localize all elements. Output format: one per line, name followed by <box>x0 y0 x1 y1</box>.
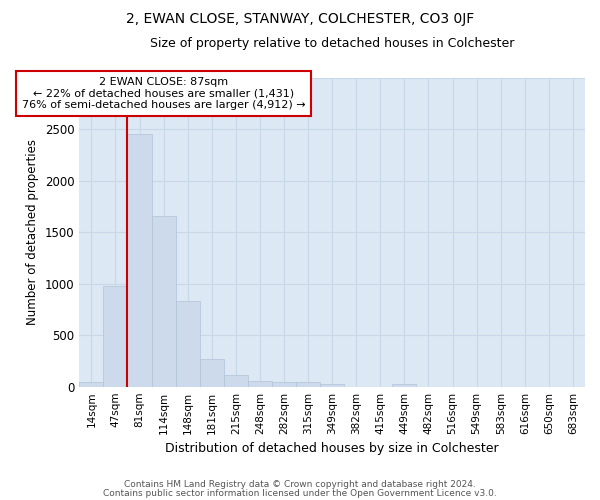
Text: Contains public sector information licensed under the Open Government Licence v3: Contains public sector information licen… <box>103 489 497 498</box>
Bar <box>176 302 200 386</box>
Bar <box>200 360 224 386</box>
Bar <box>79 382 103 386</box>
Bar <box>320 384 344 386</box>
Bar <box>272 382 296 386</box>
Text: 2, EWAN CLOSE, STANWAY, COLCHESTER, CO3 0JF: 2, EWAN CLOSE, STANWAY, COLCHESTER, CO3 … <box>126 12 474 26</box>
Text: Contains HM Land Registry data © Crown copyright and database right 2024.: Contains HM Land Registry data © Crown c… <box>124 480 476 489</box>
Bar <box>224 375 248 386</box>
Bar <box>103 286 127 386</box>
Bar <box>296 382 320 386</box>
Y-axis label: Number of detached properties: Number of detached properties <box>26 140 39 326</box>
Text: 2 EWAN CLOSE: 87sqm
← 22% of detached houses are smaller (1,431)
76% of semi-det: 2 EWAN CLOSE: 87sqm ← 22% of detached ho… <box>22 77 305 110</box>
Bar <box>248 381 272 386</box>
Bar <box>127 134 152 386</box>
Title: Size of property relative to detached houses in Colchester: Size of property relative to detached ho… <box>150 38 514 51</box>
Bar <box>392 384 416 386</box>
X-axis label: Distribution of detached houses by size in Colchester: Distribution of detached houses by size … <box>166 442 499 455</box>
Bar <box>152 216 176 386</box>
